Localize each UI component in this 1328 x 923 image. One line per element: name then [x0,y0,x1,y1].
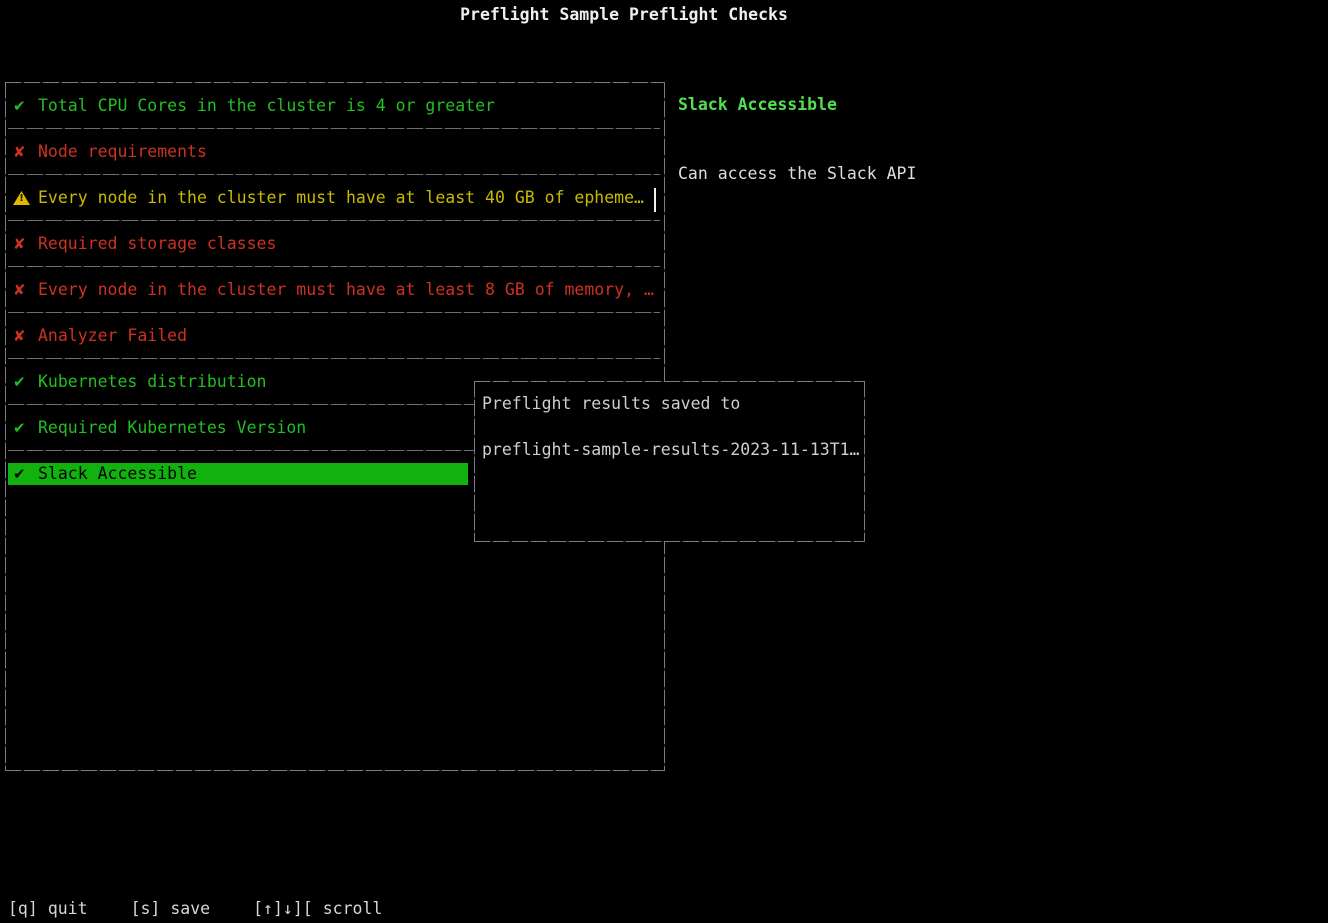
hint-keys: [q] [8,899,38,918]
check-row[interactable]: ✔ Slack Accessible [6,451,664,497]
check-row-inner: ✔ Slack Accessible [8,463,468,485]
keyboard-hint: [q] quit [8,897,88,921]
cross-fail-icon: ✘ [13,327,26,345]
check-row-inner: ✘ Every node in the cluster must have at… [8,279,658,301]
check-label: Slack Accessible [38,464,197,483]
detail-title: Slack Accessible [678,95,837,114]
check-pass-icon: ✔ [13,373,26,391]
warning-triangle-icon: ! [13,191,30,205]
hint-action: save [170,899,211,918]
check-row-inner: ✔ Total CPU Cores in the cluster is 4 or… [8,95,658,117]
statusbar: [q] quit [s] save [↑]↓][ scroll [8,897,382,921]
check-row-inner: ✘ Required storage classes [8,233,658,255]
hint-keys: [s] [130,899,161,918]
dialog-border-bottom [474,541,865,542]
dialog-border-top [474,381,865,382]
check-row-inner: ! Every node in the cluster must have at… [8,187,658,209]
check-row[interactable]: ✔ Required Kubernetes Version [6,405,664,451]
cross-fail-icon: ✘ [13,143,26,161]
detail-message: Can access the Slack API [678,164,917,183]
preflight-check-list-panel: ✔ Total CPU Cores in the cluster is 4 or… [5,82,665,771]
panel-border-bottom [5,770,665,771]
check-row-inner: ✘ Node requirements [8,141,658,163]
check-label: Node requirements [38,142,207,161]
check-row-inner: ✔ Kubernetes distribution [8,371,658,393]
dialog-border-right [864,381,865,542]
dialog-results-filename: preflight-sample-results-2023-11-13T1… [482,440,860,459]
cross-fail-icon: ✘ [13,281,26,299]
dialog-message: Preflight results saved to [482,394,741,413]
dialog-body: Preflight results saved to preflight-sam… [482,393,861,461]
dialog-border-left [474,381,475,542]
panel-border-top [5,82,665,83]
keyboard-hint: [↑]↓][ scroll [253,897,382,921]
page-title: Preflight Sample Preflight Checks [460,5,788,24]
check-row[interactable]: ✘ Every node in the cluster must have at… [6,267,664,313]
check-label: Required storage classes [38,234,277,253]
check-pass-icon: ✔ [13,97,26,115]
save-results-dialog: Preflight results saved to preflight-sam… [474,381,865,542]
scrollbar-thumb[interactable] [654,188,656,212]
panel-border-left [5,82,6,771]
keyboard-hint: [s] save [131,897,211,921]
warning-icon: ! [8,191,38,205]
cross-fail-icon: ✘ [13,235,26,253]
check-pass-icon: ✔ [13,419,26,437]
check-label: Every node in the cluster must have at l… [38,280,654,299]
hint-action: scroll [322,899,383,918]
hint-keys: [↑]↓][ [253,899,313,918]
check-label: Total CPU Cores in the cluster is 4 or g… [38,96,495,115]
hint-action: quit [47,899,88,918]
check-pass-icon: ✔ [13,465,26,483]
check-row[interactable]: ✘ Analyzer Failed [6,313,664,359]
check-row-inner: ✘ Analyzer Failed [8,325,658,347]
check-row-inner: ✔ Required Kubernetes Version [8,417,658,439]
check-list: ✔ Total CPU Cores in the cluster is 4 or… [6,83,664,497]
check-row[interactable]: ✘ Required storage classes [6,221,664,267]
check-label: Every node in the cluster must have at l… [38,188,644,207]
check-label: Required Kubernetes Version [38,418,307,437]
check-label: Kubernetes distribution [38,372,267,391]
check-row[interactable]: ✔ Kubernetes distribution [6,359,664,405]
check-label: Analyzer Failed [38,326,188,345]
check-row[interactable]: ! Every node in the cluster must have at… [6,175,664,221]
check-row[interactable]: ✔ Total CPU Cores in the cluster is 4 or… [6,83,664,129]
check-row[interactable]: ✘ Node requirements [6,129,664,175]
